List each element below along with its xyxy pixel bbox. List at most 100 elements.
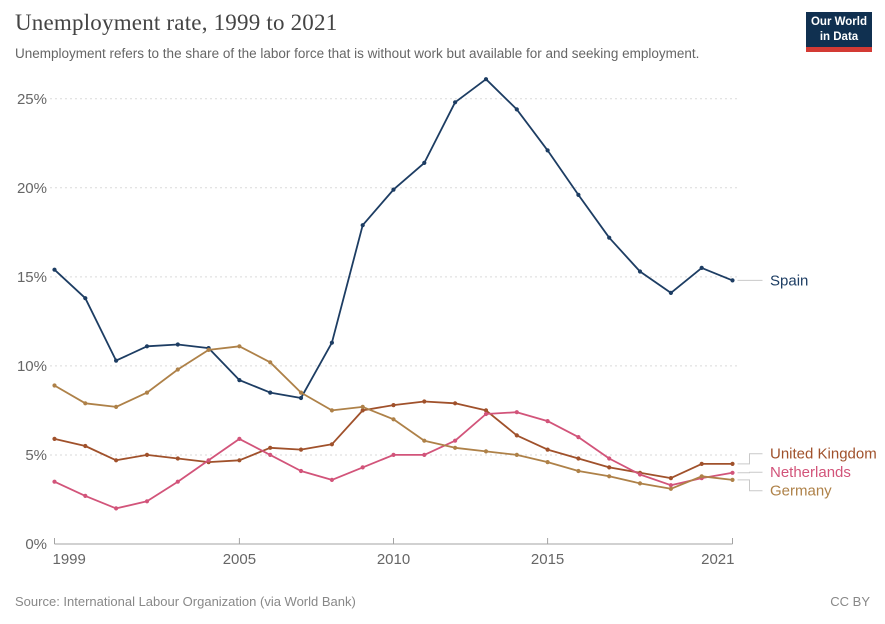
data-point[interactable]	[83, 401, 88, 406]
data-point[interactable]	[483, 408, 489, 413]
data-point[interactable]	[730, 477, 735, 482]
series-label-united-kingdom[interactable]: United Kingdom	[770, 446, 877, 463]
data-point[interactable]	[422, 160, 427, 165]
data-point[interactable]	[83, 443, 88, 449]
data-point[interactable]	[514, 452, 519, 457]
data-point[interactable]	[668, 486, 674, 491]
data-point[interactable]	[514, 433, 519, 438]
data-point[interactable]	[391, 452, 396, 457]
data-point[interactable]	[453, 438, 458, 443]
data-point[interactable]	[576, 435, 581, 440]
data-point[interactable]	[699, 461, 704, 466]
series-label-spain[interactable]: Spain	[770, 272, 808, 289]
series-spain[interactable]: Spain	[52, 77, 808, 401]
data-point[interactable]	[206, 458, 211, 463]
data-point[interactable]	[360, 404, 365, 409]
data-point[interactable]	[699, 474, 704, 479]
data-point[interactable]	[422, 452, 427, 457]
data-point[interactable]	[360, 223, 365, 228]
data-point[interactable]	[360, 408, 365, 413]
license-badge[interactable]: CC BY	[830, 594, 870, 609]
data-point[interactable]	[391, 187, 396, 192]
data-point[interactable]	[52, 383, 57, 388]
data-point[interactable]	[545, 447, 550, 452]
data-point[interactable]	[576, 456, 581, 461]
data-point[interactable]	[607, 235, 612, 240]
data-point[interactable]	[730, 461, 735, 466]
series-line-netherlands[interactable]	[54, 411, 733, 510]
data-point[interactable]	[175, 479, 180, 484]
series-netherlands[interactable]: Netherlands	[52, 410, 851, 511]
data-point[interactable]	[52, 479, 57, 484]
data-point[interactable]	[268, 452, 273, 457]
data-point[interactable]	[83, 296, 88, 301]
data-point[interactable]	[422, 438, 427, 443]
data-point[interactable]	[237, 344, 242, 349]
data-point[interactable]	[607, 465, 612, 470]
data-point[interactable]	[144, 344, 150, 349]
series-label-germany[interactable]: Germany	[770, 483, 832, 500]
data-point[interactable]	[391, 417, 396, 422]
data-point[interactable]	[453, 100, 458, 105]
data-point[interactable]	[83, 493, 88, 498]
data-point[interactable]	[329, 442, 334, 447]
data-point[interactable]	[576, 468, 581, 474]
data-point[interactable]	[360, 465, 365, 470]
data-point[interactable]	[730, 470, 735, 475]
data-point[interactable]	[144, 452, 150, 457]
data-point[interactable]	[237, 436, 242, 441]
data-point[interactable]	[237, 458, 242, 463]
data-point[interactable]	[637, 269, 643, 274]
data-point[interactable]	[298, 447, 304, 452]
series-line-united-kingdom[interactable]	[54, 400, 733, 480]
data-point[interactable]	[175, 456, 180, 461]
data-point[interactable]	[52, 436, 57, 441]
data-point[interactable]	[668, 483, 674, 488]
data-point[interactable]	[114, 506, 119, 511]
data-point[interactable]	[114, 458, 119, 463]
data-point[interactable]	[268, 445, 273, 450]
series-united-kingdom[interactable]: United Kingdom	[52, 399, 877, 481]
data-point[interactable]	[607, 456, 612, 461]
data-point[interactable]	[237, 378, 242, 383]
data-point[interactable]	[298, 395, 304, 401]
data-point[interactable]	[329, 340, 334, 345]
data-point[interactable]	[206, 347, 211, 352]
data-point[interactable]	[483, 449, 489, 454]
data-point[interactable]	[545, 460, 550, 465]
data-point[interactable]	[268, 390, 273, 395]
data-point[interactable]	[607, 474, 612, 479]
data-point[interactable]	[576, 192, 581, 197]
data-point[interactable]	[391, 403, 396, 408]
data-point[interactable]	[699, 265, 704, 270]
data-point[interactable]	[668, 290, 674, 295]
data-point[interactable]	[668, 476, 674, 481]
data-point[interactable]	[637, 481, 643, 486]
data-point[interactable]	[637, 472, 643, 477]
data-point[interactable]	[268, 360, 273, 365]
data-point[interactable]	[545, 419, 550, 424]
data-point[interactable]	[453, 445, 458, 450]
data-point[interactable]	[298, 390, 304, 395]
data-point[interactable]	[730, 278, 735, 283]
data-point[interactable]	[514, 107, 519, 112]
series-label-netherlands[interactable]: Netherlands	[770, 464, 851, 481]
data-point[interactable]	[114, 358, 119, 363]
data-point[interactable]	[175, 342, 180, 347]
data-point[interactable]	[298, 468, 304, 474]
data-point[interactable]	[483, 411, 489, 417]
data-point[interactable]	[175, 367, 180, 372]
data-point[interactable]	[483, 77, 489, 82]
data-point[interactable]	[329, 477, 334, 482]
data-point[interactable]	[453, 401, 458, 406]
series-germany[interactable]: Germany	[52, 344, 832, 500]
data-point[interactable]	[52, 267, 57, 272]
data-point[interactable]	[144, 390, 150, 395]
series-line-spain[interactable]	[53, 78, 733, 399]
data-point[interactable]	[545, 148, 550, 153]
data-point[interactable]	[514, 410, 519, 415]
data-point[interactable]	[144, 499, 150, 504]
data-point[interactable]	[114, 404, 119, 409]
data-point[interactable]	[329, 408, 334, 413]
